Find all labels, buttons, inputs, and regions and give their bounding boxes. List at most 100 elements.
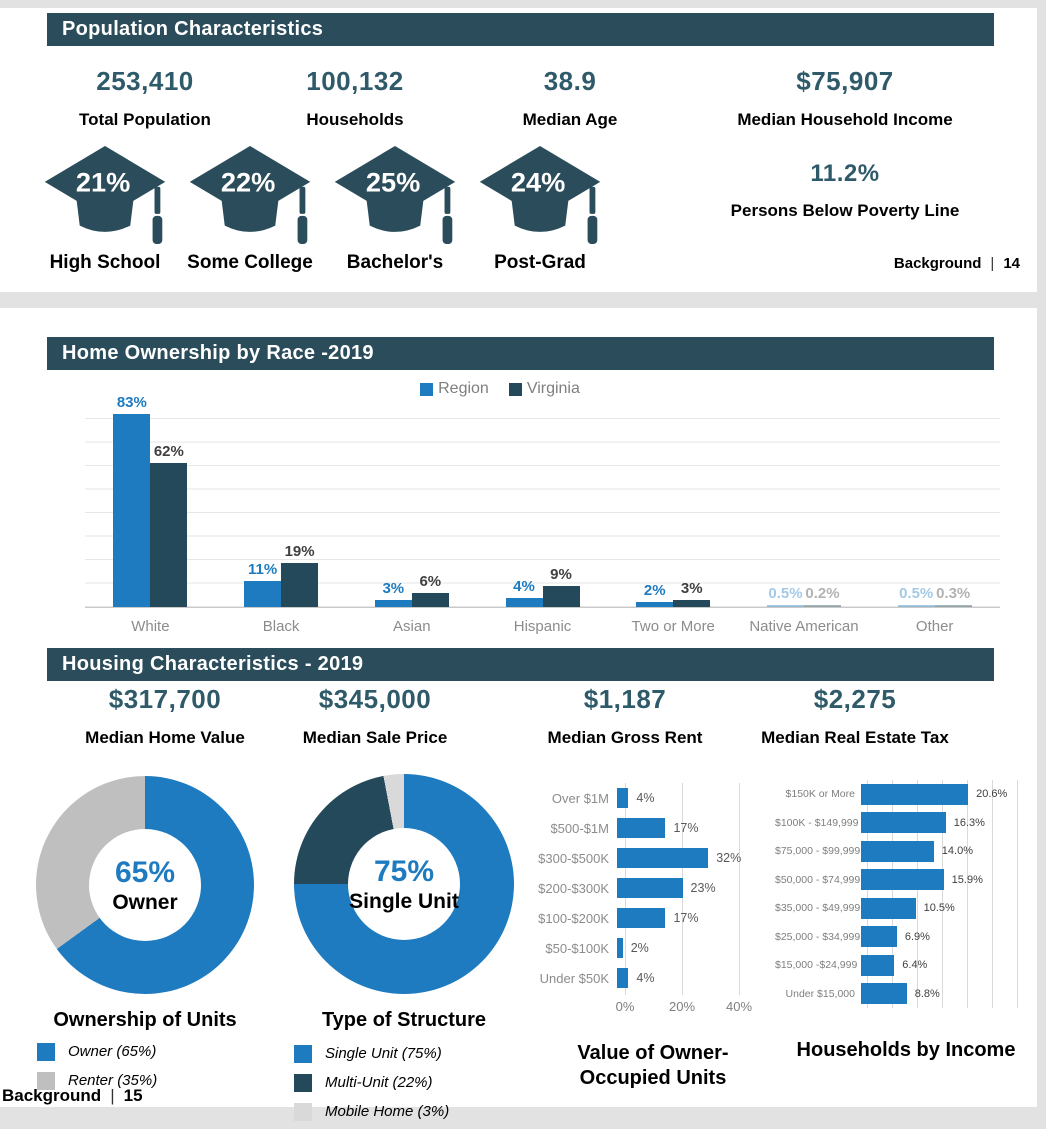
legend-item-region: Region bbox=[420, 380, 489, 398]
category-label: $500-$1M bbox=[550, 820, 609, 836]
legend-label: Virginia bbox=[526, 380, 580, 397]
category-label: Under $50K bbox=[539, 970, 609, 986]
bar-virginia: 62% bbox=[150, 443, 188, 607]
value-bar bbox=[617, 908, 666, 928]
category-label: Hispanic bbox=[513, 618, 572, 635]
page-housing-characteristics: Home Ownership by Race -2019 Region Virgi… bbox=[0, 308, 1037, 1121]
value-bar bbox=[861, 840, 934, 862]
bar-value-label: 17% bbox=[673, 821, 699, 835]
legend-label: Single Unit (75%) bbox=[325, 1045, 442, 1062]
bar-value-label: 0.2% bbox=[805, 585, 840, 602]
legend-label: Mobile Home (3%) bbox=[325, 1103, 450, 1120]
chart-row: $200-$300K 23% bbox=[525, 873, 780, 903]
race-chart-plot: 83% 62% 11% 19% 3% 6% 4% 9% 2% 3% 0.5% 0.2% 0.5% 0.3% bbox=[85, 393, 1000, 608]
households-by-income-chart: $150K or More 20.6% $100K - $149,999 16.3% $… bbox=[775, 780, 1037, 1061]
value-bar bbox=[861, 954, 895, 976]
bar-region: 4% bbox=[505, 578, 543, 607]
bar-virginia: 0.2% bbox=[803, 585, 841, 607]
chart-row: $300-$500K 32% bbox=[525, 843, 780, 873]
page-footer: Background | 15 bbox=[2, 1086, 143, 1106]
bar-region: 11% bbox=[244, 561, 282, 607]
bar-value-label: 3% bbox=[382, 580, 405, 598]
income-chart-title: Households by Income bbox=[796, 1039, 1016, 1061]
legend-item: Owner (65%) bbox=[37, 1040, 157, 1063]
footer-separator: | bbox=[990, 255, 995, 272]
section-header-population: Population Characteristics bbox=[47, 13, 994, 46]
value-bar bbox=[617, 848, 709, 868]
education-high-school: 21% High School bbox=[32, 144, 178, 274]
category-label: Other bbox=[915, 618, 954, 635]
stat-label: Households bbox=[306, 110, 404, 129]
bar-wrap: 2% bbox=[617, 938, 649, 958]
ownership-donut-chart: 65% Owner bbox=[36, 776, 254, 994]
bar-value-label: 14.0% bbox=[941, 845, 973, 858]
stat-label: Median Gross Rent bbox=[547, 728, 703, 747]
bar-group-other: 0.5% 0.3% bbox=[869, 396, 1000, 607]
bar-group-native-american: 0.5% 0.2% bbox=[739, 396, 870, 607]
race-chart-categories: White Black Asian Hispanic Two or More Native… bbox=[85, 618, 1000, 635]
race-chart-legend: Region Virginia bbox=[0, 380, 1000, 398]
footer-label: Background bbox=[2, 1086, 102, 1105]
stat-value: 38.9 bbox=[543, 66, 597, 96]
bar-value-label: 4% bbox=[636, 971, 655, 985]
bar-value-label: 6.4% bbox=[902, 959, 928, 972]
bar-virginia: 6% bbox=[411, 573, 449, 607]
value-bar bbox=[861, 783, 969, 805]
bar-value-label: 11% bbox=[247, 561, 278, 579]
legend-swatch bbox=[37, 1071, 55, 1090]
gridline bbox=[1017, 780, 1018, 1008]
ownership-legend: Owner (65%) Renter (35%) bbox=[37, 1040, 157, 1098]
category-label: $300-$500K bbox=[538, 850, 609, 866]
gridline bbox=[739, 783, 740, 995]
bar-group-hispanic: 4% 9% bbox=[477, 396, 608, 607]
page-number: 14 bbox=[1003, 255, 1020, 272]
gridline bbox=[892, 780, 893, 1008]
legend-swatch bbox=[294, 1102, 312, 1121]
page-footer: Background | 14 bbox=[894, 255, 1020, 272]
legend-swatch bbox=[294, 1073, 312, 1092]
education-label: Post-Grad bbox=[494, 252, 586, 273]
bar-wrap: 6.9% bbox=[861, 926, 930, 948]
legend-swatch bbox=[420, 382, 434, 396]
chart-row: Under $15,000 8.8% bbox=[775, 980, 1037, 1009]
chart-row: $50,000 - $74,999 15.9% bbox=[775, 866, 1037, 895]
stat-total-population: 253,410 Total Population bbox=[45, 66, 245, 130]
stat-value: $1,187 bbox=[583, 684, 667, 714]
education-label: Bachelor's bbox=[346, 252, 444, 273]
stat-label: Persons Below Poverty Line bbox=[730, 201, 960, 220]
chart-row: $15,000 -$24,999 6.4% bbox=[775, 951, 1037, 980]
value-bar bbox=[861, 869, 944, 891]
education-some-college: 22% Some College bbox=[177, 144, 323, 274]
bar-value-label: 15.9% bbox=[951, 873, 983, 886]
gridline bbox=[917, 780, 918, 1008]
chart-row: $25,000 - $34,999 6.9% bbox=[775, 923, 1037, 952]
category-label: $100-$200K bbox=[538, 910, 609, 926]
structure-legend: Single Unit (75%) Multi-Unit (22%) Mobile … bbox=[294, 1042, 449, 1129]
bar-wrap: 4% bbox=[617, 968, 654, 988]
structure-donut-chart: 75% Single Unit bbox=[294, 774, 514, 994]
bar-value-label: 8.8% bbox=[914, 987, 940, 1000]
education-bachelors: 25% Bachelor's bbox=[322, 144, 468, 274]
value-bar bbox=[861, 812, 946, 834]
bar-group-two-or-more: 2% 3% bbox=[608, 396, 739, 607]
page-population-characteristics: Population Characteristics 253,410 Total… bbox=[0, 8, 1037, 292]
bar-group-asian: 3% 6% bbox=[346, 396, 477, 607]
chart-row: Under $50K 4% bbox=[525, 963, 780, 993]
category-label: $25,000 - $34,999 bbox=[775, 930, 861, 943]
bar-value-label: 6% bbox=[419, 573, 442, 591]
legend-item: Single Unit (75%) bbox=[294, 1042, 449, 1065]
footer-separator: | bbox=[110, 1086, 115, 1105]
bar-value-label: 83% bbox=[116, 393, 147, 411]
legend-item-virginia: Virginia bbox=[508, 380, 580, 398]
legend-swatch bbox=[294, 1044, 312, 1063]
stat-median-real-estate-tax: $2,275 Median Real Estate Tax bbox=[745, 684, 965, 748]
section-header-housing: Housing Characteristics - 2019 bbox=[47, 648, 994, 681]
bar-region: 0.5% bbox=[766, 585, 804, 607]
stat-value: $317,700 bbox=[108, 684, 222, 714]
category-label: Under $15,000 bbox=[785, 987, 855, 1000]
svg-text:24%: 24% bbox=[511, 167, 565, 198]
category-label: $35,000 - $49,999 bbox=[775, 902, 861, 915]
bar-wrap: 10.5% bbox=[861, 897, 955, 919]
x-tick-label: 40% bbox=[725, 999, 753, 1014]
